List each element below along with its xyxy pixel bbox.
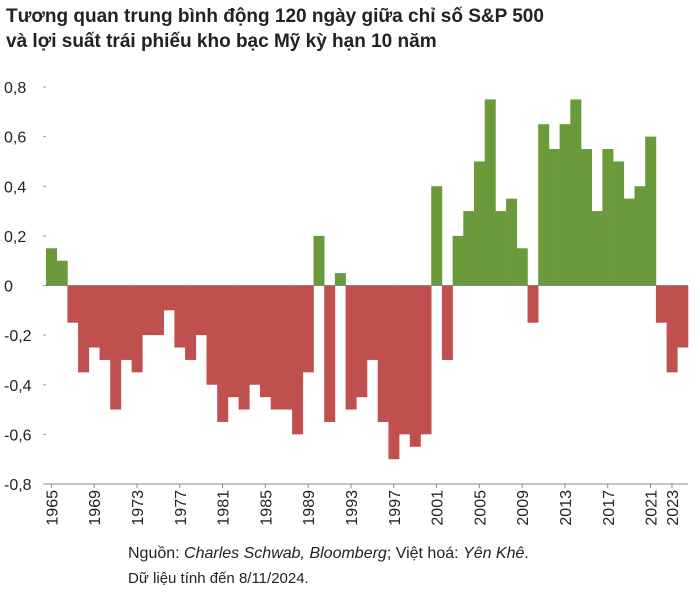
bar — [249, 285, 261, 385]
bar — [324, 285, 336, 422]
x-tick-label: 2021 — [644, 490, 661, 526]
bar — [377, 285, 389, 422]
x-tick-label: 2009 — [515, 490, 532, 526]
bar — [99, 285, 111, 360]
x-tick-label: 2013 — [558, 490, 575, 526]
y-tick-label: 0 — [4, 279, 13, 296]
bar — [602, 149, 614, 286]
y-tick-label: 0,8 — [4, 80, 26, 97]
bar — [217, 285, 229, 422]
note: Dữ liệu tính đến 8/11/2024. — [128, 570, 309, 587]
bar — [538, 124, 550, 286]
bar — [559, 124, 571, 286]
bar — [174, 285, 186, 348]
bar — [548, 149, 560, 286]
bar — [56, 260, 68, 286]
bar — [581, 149, 592, 286]
x-tick-label: 2005 — [472, 490, 489, 526]
bar — [452, 235, 464, 286]
bar — [388, 285, 400, 460]
bar — [474, 161, 485, 286]
bar — [120, 285, 132, 360]
bar — [195, 285, 207, 336]
x-tick-label: 1969 — [87, 490, 104, 526]
bar — [409, 285, 421, 447]
x-tick-label: 1997 — [387, 490, 404, 526]
bar — [527, 285, 539, 323]
bar — [645, 136, 657, 286]
x-tick-label: 1977 — [173, 490, 190, 526]
y-tick-label: 0,6 — [4, 130, 26, 147]
bar — [484, 99, 496, 286]
y-tick-label: 0,2 — [4, 229, 26, 246]
y-tick-label: -0,4 — [4, 378, 32, 395]
bar — [153, 285, 164, 336]
source-part: ; Việt hoá: — [386, 545, 464, 562]
bar — [613, 161, 625, 286]
bar — [623, 198, 635, 286]
bar — [88, 285, 100, 348]
bar — [666, 285, 678, 373]
chart-title: Tương quan trung bình động 120 ngày giữa… — [6, 6, 544, 27]
bar — [399, 285, 411, 435]
source-part: Yên Khê — [463, 545, 525, 562]
x-tick-label: 2023 — [665, 490, 682, 526]
bar — [67, 285, 79, 323]
bar — [185, 285, 197, 360]
bar — [570, 99, 582, 286]
x-tick-label: 1965 — [44, 490, 61, 526]
bar — [78, 285, 90, 373]
x-tick-label: 2017 — [601, 490, 618, 526]
bar — [163, 285, 175, 311]
source-part: Nguồn: — [128, 545, 185, 562]
bar — [292, 285, 304, 435]
bar — [367, 285, 378, 360]
y-tick-label: 0,4 — [4, 179, 26, 196]
chart-title: và lợi suất trái phiếu kho bạc Mỹ kỳ hạn… — [6, 31, 437, 52]
bar — [334, 273, 346, 286]
bar — [270, 285, 282, 410]
source-part: Charles Schwab, Bloomberg — [184, 545, 387, 562]
x-tick-label: 1993 — [344, 490, 361, 526]
chart: Tương quan trung bình động 120 ngày giữa… — [4, 6, 689, 526]
bar — [516, 248, 528, 286]
source-part: . — [524, 545, 529, 562]
bar — [281, 285, 293, 410]
bar — [238, 285, 250, 410]
bar — [441, 285, 453, 360]
x-tick-label: 1981 — [216, 490, 233, 526]
bar — [591, 211, 603, 286]
source: Nguồn: Charles Schwab, Bloomberg; Việt h… — [128, 545, 529, 563]
bar — [302, 285, 314, 373]
bar — [46, 248, 57, 286]
bar — [260, 285, 271, 398]
x-tick-label: 1989 — [301, 490, 318, 526]
bar — [431, 186, 443, 286]
bar — [634, 186, 646, 286]
y-tick-label: -0,8 — [4, 477, 32, 494]
bar — [463, 211, 475, 286]
bar — [345, 285, 357, 410]
bar — [227, 285, 239, 398]
bar — [495, 211, 507, 286]
bar — [131, 285, 143, 373]
x-tick-label: 2001 — [430, 490, 447, 526]
bar — [655, 285, 667, 323]
y-tick-label: -0,6 — [4, 427, 32, 444]
bar — [313, 235, 325, 286]
bar — [142, 285, 154, 336]
x-tick-label: 1985 — [258, 490, 275, 526]
bar — [420, 285, 432, 435]
x-tick-label: 1973 — [130, 490, 147, 526]
y-tick-label: -0,2 — [4, 328, 32, 345]
bar — [110, 285, 122, 410]
bar — [206, 285, 218, 385]
bar — [506, 198, 518, 286]
bar — [677, 285, 689, 348]
bar — [356, 285, 368, 398]
